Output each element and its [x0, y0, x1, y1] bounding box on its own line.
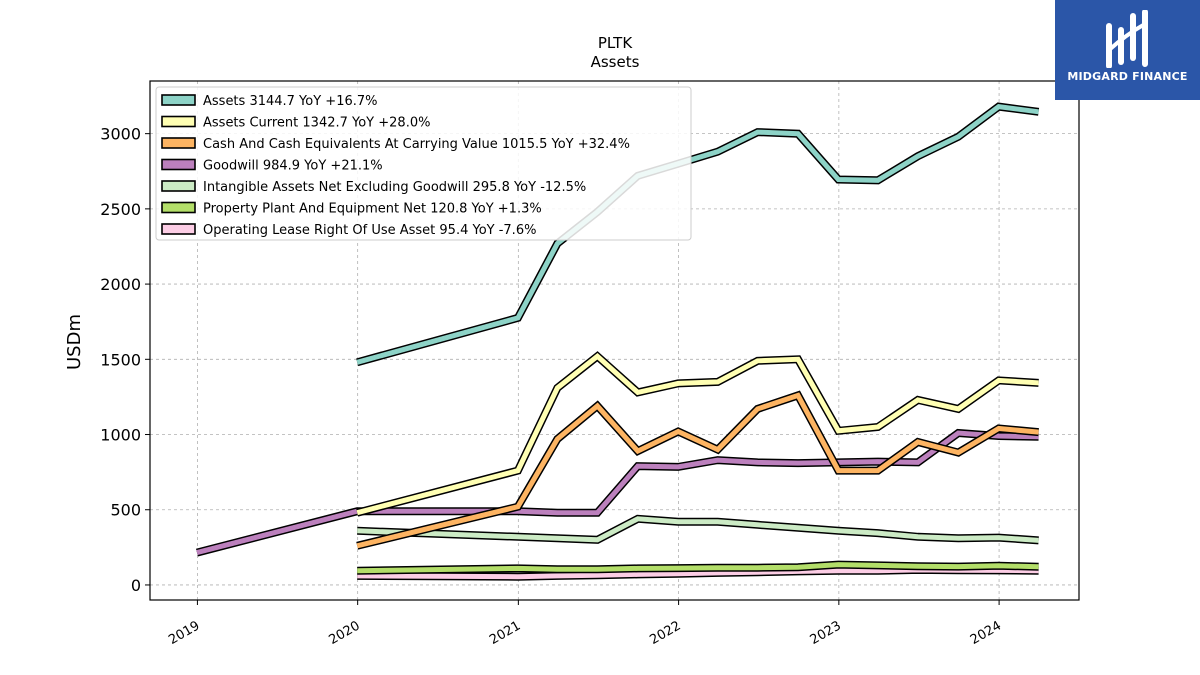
legend-swatch: [161, 158, 196, 171]
x-tick-label: 2023: [808, 618, 844, 648]
legend-swatch: [161, 180, 196, 192]
brand-logo: MIDGARD FINANCE: [1055, 0, 1200, 100]
series-line: [357, 516, 1039, 543]
y-axis-label: USDm: [64, 314, 85, 370]
x-tick-label: 2021: [487, 618, 523, 648]
legend-entry: Cash And Cash Equivalents At Carrying Va…: [203, 137, 630, 152]
brand-name: MIDGARD FINANCE: [1067, 70, 1188, 83]
y-tick-label: 0: [131, 576, 141, 595]
chart-title: PLTK: [598, 34, 633, 52]
y-tick-label: 3000: [100, 125, 141, 144]
legend-entry: Goodwill 984.9 YoY +21.1%: [203, 159, 383, 174]
chart-subtitle: Assets: [591, 53, 640, 71]
x-tick-label: 2019: [166, 618, 202, 648]
legend-entry: Assets Current 1342.7 YoY +28.0%: [203, 116, 430, 131]
brand-mark-icon: [1106, 10, 1148, 68]
legend-entry: Intangible Assets Net Excluding Goodwill…: [203, 180, 586, 195]
y-tick-label: 1000: [100, 426, 141, 445]
y-axis-ticks: 0 500 1000 1500 2000 2500 3000: [100, 125, 150, 595]
series-line: [356, 392, 1039, 549]
legend-swatch: [161, 223, 196, 235]
y-tick-label: 2500: [100, 200, 141, 219]
series-line: [357, 562, 1039, 574]
x-axis-ticks: 2019 2020 2021 2022 2023 2024: [166, 600, 1004, 648]
legend-entry: Operating Lease Right Of Use Asset 95.4 …: [203, 223, 536, 238]
legend-entry: Assets 3144.7 YoY +16.7%: [203, 94, 378, 109]
y-tick-label: 1500: [100, 350, 141, 369]
x-tick-label: 2020: [327, 618, 363, 648]
legend-swatch: [161, 201, 196, 214]
x-tick-label: 2022: [647, 618, 683, 648]
legend-box: [155, 86, 692, 241]
legend-swatch: [161, 94, 196, 106]
legend-swatch: [161, 137, 196, 149]
x-tick-label: 2024: [968, 618, 1004, 648]
chart-legend: Assets 3144.7 YoY +16.7% Assets Current 1…: [155, 86, 692, 241]
legend-swatch: [161, 115, 196, 128]
legend-entry: Property Plant And Equipment Net 120.8 Y…: [203, 202, 542, 217]
series-line: [356, 353, 1039, 516]
plot-frame: [149, 80, 1080, 601]
y-tick-label: 2000: [100, 275, 141, 294]
y-tick-label: 500: [110, 501, 141, 520]
